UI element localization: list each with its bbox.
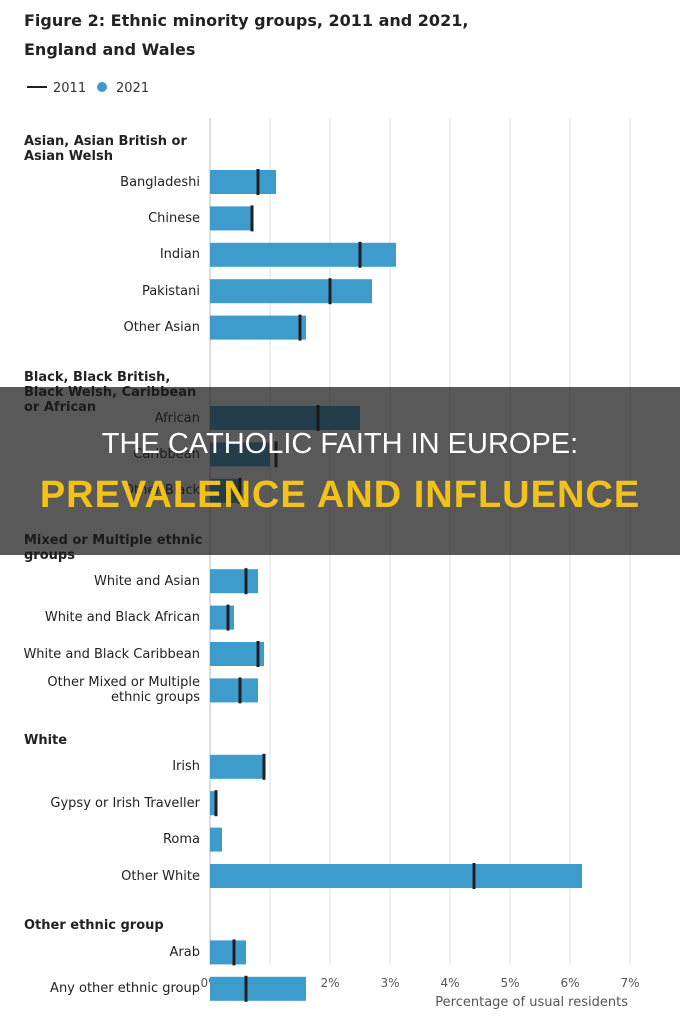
y-tick-label: Bangladeshi <box>120 174 200 190</box>
bar <box>210 864 582 888</box>
y-tick-label: Other Asian <box>123 320 200 336</box>
group-label: White <box>24 732 68 748</box>
bar <box>210 315 306 340</box>
x-tick-label: 2% <box>320 976 339 990</box>
bar <box>210 170 276 194</box>
y-tick-label: Roma <box>162 832 200 848</box>
bar <box>210 569 258 594</box>
bar <box>210 678 258 703</box>
x-tick-label: 4% <box>440 976 459 990</box>
legend-label: 2021 <box>116 81 149 96</box>
legend-label: 2011 <box>53 81 86 96</box>
y-tick-label: Chinese <box>148 210 200 226</box>
banner-line2: PREVALENCE AND INFLUENCE <box>39 474 641 516</box>
y-tick-label: White and Black Caribbean <box>23 646 200 662</box>
bar <box>210 976 306 1001</box>
y-tick-label: Irish <box>172 759 200 775</box>
y-tick-label: White and Black African <box>44 610 200 626</box>
bar <box>210 279 372 304</box>
bar <box>210 605 234 630</box>
bar <box>210 642 264 666</box>
group-label: Asian, Asian British or Asian Welsh <box>24 134 187 164</box>
bar <box>210 827 222 852</box>
x-axis-label: Percentage of usual residents <box>435 995 628 1010</box>
x-tick-label: 6% <box>560 976 579 990</box>
chart-title: Figure 2: Ethnic minority groups, 2011 a… <box>24 11 469 59</box>
y-tick-label: Any other ethnic group <box>50 981 200 997</box>
y-tick-label: Indian <box>159 247 200 263</box>
y-tick-label: Gypsy or Irish Traveller <box>50 795 200 811</box>
legend-symbol <box>97 82 107 92</box>
bar <box>210 206 252 231</box>
bar <box>210 754 264 779</box>
bar <box>210 940 246 965</box>
y-tick-label: Other Mixed or Multiple ethnic groups <box>47 675 200 706</box>
bar <box>210 242 396 267</box>
group-label: Other ethnic group <box>24 918 164 934</box>
x-tick-label: 3% <box>380 976 399 990</box>
y-tick-label: Pakistani <box>141 283 200 299</box>
x-tick-label: 5% <box>500 976 519 990</box>
bar <box>210 791 216 816</box>
x-tick-label: 7% <box>620 976 639 990</box>
y-tick-label: Arab <box>169 944 200 960</box>
y-tick-label: Other White <box>121 868 200 884</box>
y-tick-label: White and Asian <box>93 573 200 589</box>
banner <box>0 387 680 555</box>
banner-line1: THE CATHOLIC FAITH IN EUROPE: <box>101 428 579 460</box>
